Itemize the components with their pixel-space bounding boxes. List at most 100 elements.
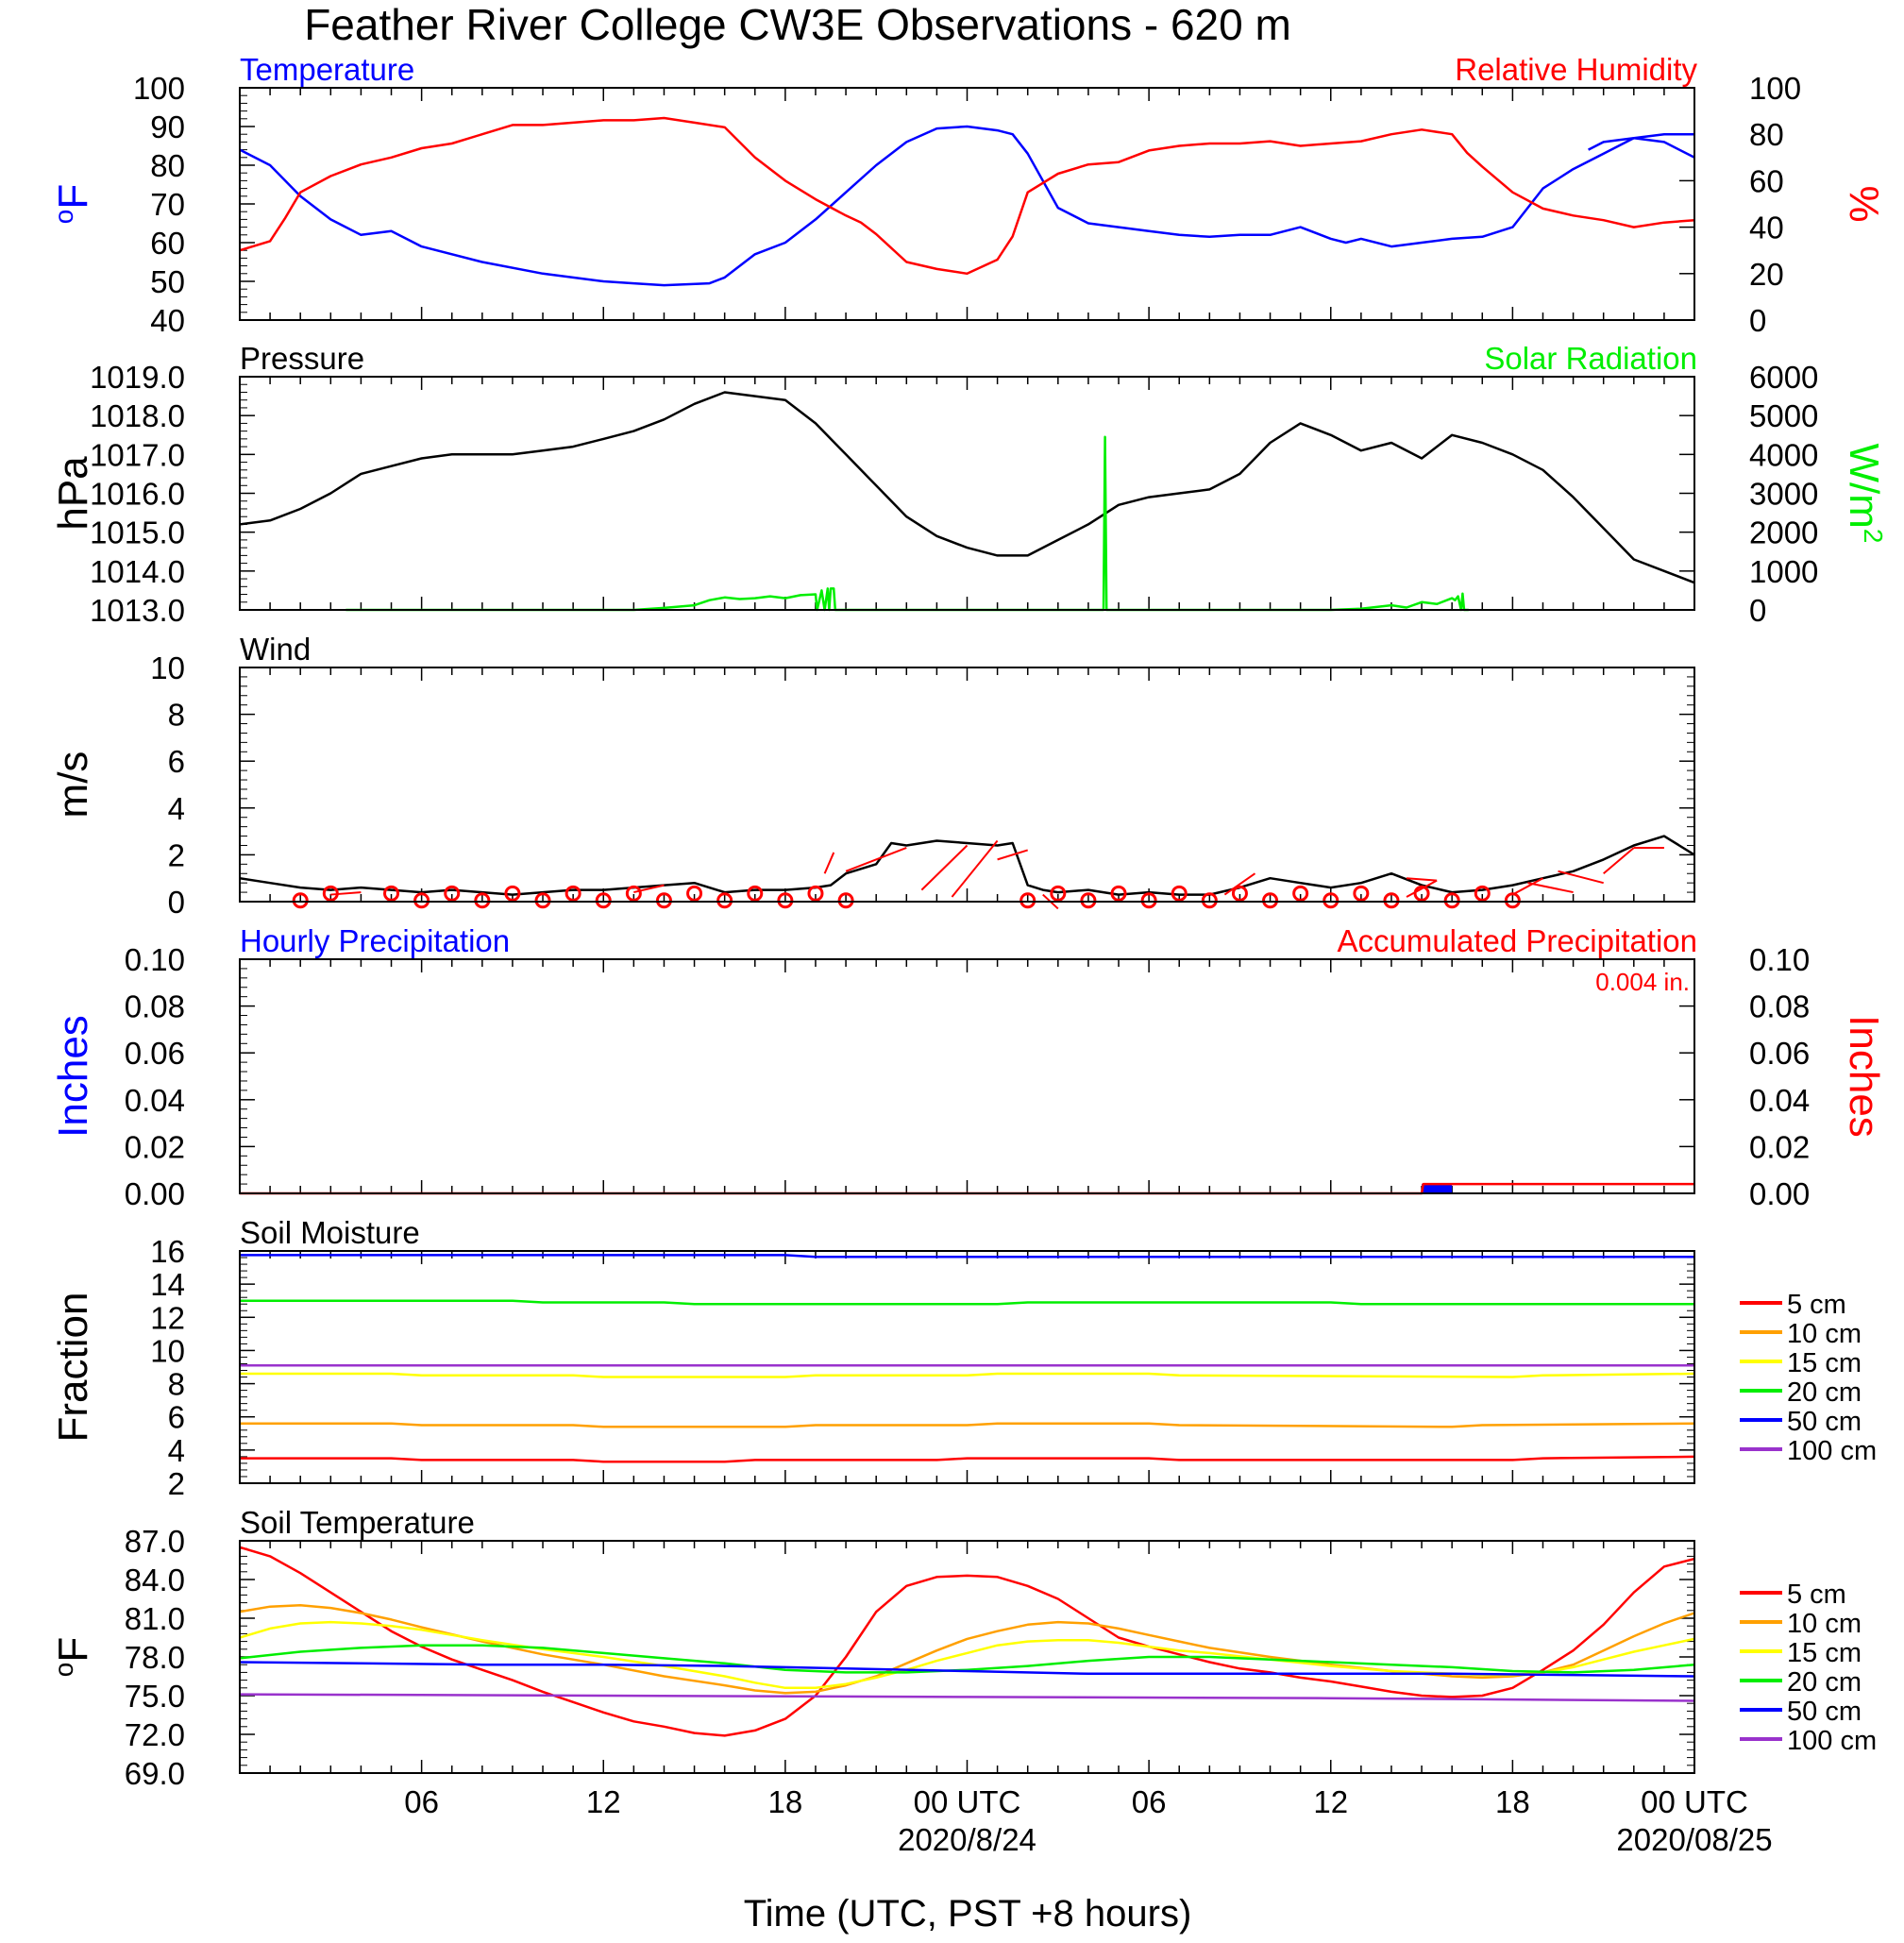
y-tick-label-left: 4 [168,1433,185,1468]
y-tick-label-right: 0.06 [1749,1036,1810,1071]
wind-calm-circle [1231,885,1248,902]
wind-calm-circle [1323,892,1340,909]
y-axis-label-right: % [1841,185,1887,222]
y-tick-label-left: 78.0 [125,1640,185,1675]
wind-calm-circle [1262,892,1279,909]
series-solar [345,435,1469,612]
y-tick-label-right: 4000 [1749,437,1818,472]
wind-barb-shaft [1223,872,1256,896]
series-depth_10cm [239,1604,1695,1695]
wind-calm-circle [1413,885,1430,902]
y-tick-label-right: 0.04 [1749,1083,1810,1118]
legend-label: 50 cm [1787,1697,1862,1727]
x-tick-label: 06 [404,1784,439,1819]
legend-label: 15 cm [1787,1348,1862,1378]
y-tick-label-left: 12 [150,1300,185,1335]
legend-label: 10 cm [1787,1609,1862,1639]
y-tick-label-right: 60 [1749,163,1784,198]
y-tick-label-left: 60 [150,226,185,261]
legend-label: 10 cm [1787,1319,1862,1349]
y-axis-label-left: Fraction [50,1293,96,1443]
wind-barb-shaft [1603,847,1635,875]
x-axis: 06 12 18 00 UTC 06 12 18 00 UTC 2020/8/24 2020/0… [404,1784,1772,1857]
y-tick-label-right: 80 [1749,117,1784,152]
wind-calm-circle [1110,885,1127,902]
panel-frame [239,667,1695,903]
y-tick-label-left: 16 [150,1234,185,1269]
y-tick-label-right: 100 [1749,71,1801,106]
y-tick-label-left: 75.0 [125,1679,185,1714]
wind-calm-circle [534,892,551,909]
y-tick-label-left: 10 [150,1333,185,1368]
legend-label: 5 cm [1787,1290,1846,1320]
x-tick-label: 18 [768,1784,803,1819]
wind-calm-circle [747,885,764,902]
legend-label: 20 cm [1787,1667,1862,1698]
legend-label: 50 cm [1787,1407,1862,1437]
y-tick-label-left: 2 [168,1466,185,1501]
y-tick-label-left: 70 [150,187,185,222]
series-temperature [1588,137,1695,159]
series-depth_100cm [239,1693,1695,1702]
y-tick-label-left: 0.04 [125,1083,185,1118]
y-tick-label-right: 20 [1749,257,1784,292]
panel-frame [239,958,1695,1194]
series-depth_5cm [240,1455,1695,1463]
y-tick-label-right: 0 [1749,593,1766,628]
y-tick-label-right: 0.02 [1749,1129,1810,1164]
y-tick-label-right: 0.10 [1749,942,1810,977]
wind-calm-circle [383,885,400,902]
y-tick-label-left: 84.0 [125,1563,185,1597]
series-depth_50cm [240,1254,1694,1259]
y-tick-label-left: 14 [150,1267,185,1302]
y-tick-label-left: 0.06 [125,1036,185,1071]
panel-frame [239,87,1695,321]
y-tick-label-right: 5000 [1749,398,1818,433]
y-tick-label-left: 72.0 [125,1717,185,1752]
y-axis-label-left: Inches [50,1015,96,1138]
panel-title-left: Hourly Precipitation [240,923,510,958]
wind-calm-circle [564,885,581,902]
wind-barb-shaft [823,852,835,874]
y-tick-label-right: 2000 [1749,515,1818,550]
y-tick-label-left: 0.08 [125,989,185,1024]
wind-calm-circle [444,885,461,902]
wind-calm-circle [322,885,339,902]
wind-calm-circle [1292,885,1309,902]
wind-calm-circle [625,885,642,902]
y-tick-label-right: 1000 [1749,554,1818,589]
x-date-label: 2020/8/24 [898,1822,1036,1857]
wind-calm-circle [1140,892,1157,909]
chart-title: Feather River College CW3E Observations … [304,0,1291,49]
wind-calm-circle [807,885,824,902]
wind-calm-circle [1201,892,1218,909]
y-tick-label-left: 10 [150,650,185,685]
y-tick-label-left: 6 [168,1400,185,1435]
series-depth_20cm [240,1299,1694,1306]
wind-calm-circle [1353,885,1370,902]
panel-title-right: Solar Radiation [1484,341,1697,376]
wind-barb-shaft [845,847,907,872]
series-depth_50cm [239,1661,1695,1678]
legend-label: 15 cm [1787,1638,1862,1668]
y-tick-label-left: 0.02 [125,1129,185,1164]
panel-title-left: Temperature [240,52,414,87]
panel-frame [239,376,1695,611]
y-tick-label-left: 0.10 [125,942,185,977]
wind-calm-circle [1050,885,1067,902]
y-tick-label-left: 100 [133,71,185,106]
y-tick-label-right: 0.08 [1749,989,1810,1024]
series-depth_5cm [239,1546,1695,1737]
wind-barb-shaft [1406,879,1438,898]
panel-soil_temp: 69.0 72.075.0 78.0 81.0 84.0 87.0 oF Soil Tempe… [49,1505,1878,1791]
panel-title-left: Pressure [240,341,364,376]
series-temperature [239,125,1694,287]
series-humidity [239,116,1695,276]
panel-title-left: Soil Moisture [240,1215,420,1250]
wind-calm-circle [595,892,612,909]
series-depth_10cm [240,1422,1695,1428]
wind-calm-circle [1383,892,1400,909]
x-tick-labels: 06 12 18 00 UTC 06 12 18 00 UTC [404,1784,1748,1819]
series-depth_15cm [240,1372,1695,1378]
